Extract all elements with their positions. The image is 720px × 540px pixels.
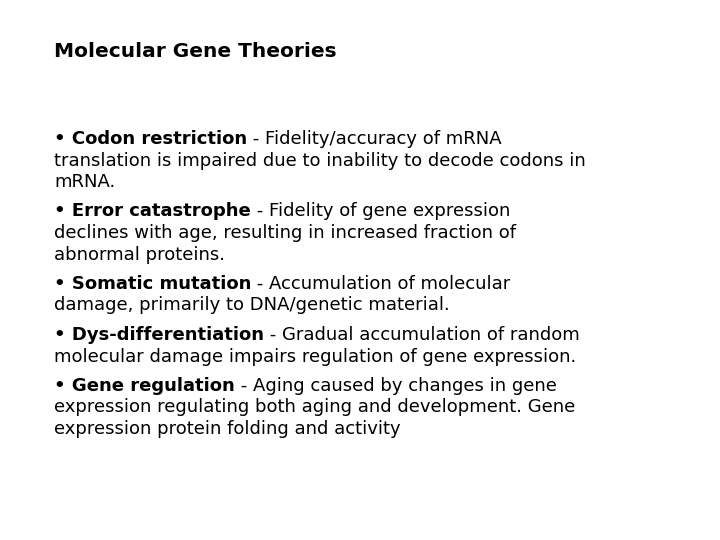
Text: mRNA.: mRNA. bbox=[54, 173, 115, 191]
Text: • Dys-differentiation: • Dys-differentiation bbox=[54, 326, 264, 344]
Text: • Error catastrophe: • Error catastrophe bbox=[54, 202, 251, 220]
Text: translation is impaired due to inability to decode codons in: translation is impaired due to inability… bbox=[54, 152, 586, 170]
Text: - Gradual accumulation of random: - Gradual accumulation of random bbox=[264, 326, 580, 344]
Text: expression regulating both aging and development. Gene: expression regulating both aging and dev… bbox=[54, 399, 575, 416]
Text: - Accumulation of molecular: - Accumulation of molecular bbox=[251, 275, 510, 293]
Text: • Somatic mutation: • Somatic mutation bbox=[54, 275, 251, 293]
Text: - Fidelity/accuracy of mRNA: - Fidelity/accuracy of mRNA bbox=[247, 130, 502, 148]
Text: Molecular Gene Theories: Molecular Gene Theories bbox=[54, 42, 337, 61]
Text: • Gene regulation: • Gene regulation bbox=[54, 377, 235, 395]
Text: molecular damage impairs regulation of gene expression.: molecular damage impairs regulation of g… bbox=[54, 348, 576, 366]
Text: declines with age, resulting in increased fraction of: declines with age, resulting in increase… bbox=[54, 224, 516, 242]
Text: • Codon restriction: • Codon restriction bbox=[54, 130, 247, 148]
Text: - Fidelity of gene expression: - Fidelity of gene expression bbox=[251, 202, 510, 220]
Text: - Aging caused by changes in gene: - Aging caused by changes in gene bbox=[235, 377, 557, 395]
Text: abnormal proteins.: abnormal proteins. bbox=[54, 246, 225, 264]
Text: damage, primarily to DNA/genetic material.: damage, primarily to DNA/genetic materia… bbox=[54, 296, 450, 314]
Text: expression protein folding and activity: expression protein folding and activity bbox=[54, 420, 400, 438]
